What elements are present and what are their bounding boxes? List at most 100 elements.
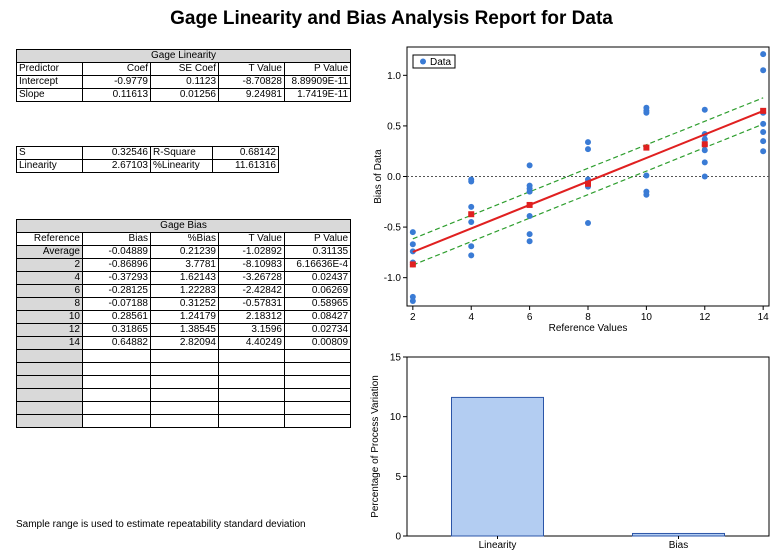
bias-mean-marker (409, 261, 416, 268)
legend-label: Data (430, 57, 452, 68)
data-point (701, 106, 708, 113)
y-tick-label: 10 (390, 412, 402, 423)
data-point (409, 297, 416, 304)
y-tick-label: 5 (395, 472, 401, 483)
data-point (526, 231, 533, 238)
table-cell: 2.67103 (82, 159, 151, 173)
table-cell: 4 (16, 271, 83, 285)
table-row: S 0.32546 R-Square 0.68142 (16, 146, 279, 160)
data-point (585, 139, 591, 146)
empty-row (16, 349, 352, 363)
data-point (526, 188, 533, 195)
data-point (760, 120, 767, 127)
x-tick-label: 4 (468, 312, 474, 323)
data-point (643, 191, 650, 198)
x-tick-label: 14 (758, 312, 770, 323)
x-tick-label: Bias (669, 540, 688, 551)
table-cell: Average (16, 245, 83, 259)
data-point (701, 159, 708, 166)
y-axis-label: Bias of Data (373, 149, 384, 204)
data-point (760, 128, 767, 135)
y-tick-label: 0 (395, 532, 401, 543)
y-axis-label: Percentage of Process Variation (370, 375, 381, 518)
data-point (468, 203, 475, 210)
data-point (526, 238, 533, 245)
data-point (468, 178, 475, 185)
data-point (701, 147, 708, 154)
bias-mean-marker (585, 180, 591, 187)
table-cell: 1.7419E-11 (283, 88, 352, 102)
legend-marker (420, 58, 426, 65)
data-point (468, 252, 475, 259)
bias-mean-marker (526, 201, 533, 208)
bias-mean-marker (643, 144, 650, 151)
table-row: Linearity 2.67103 %Linearity 11.61316 (16, 159, 279, 173)
table-title-row: Gage Bias (15, 219, 352, 233)
table-header-row: Reference Bias %Bias T Value P Value (16, 232, 352, 246)
x-tick-label: 12 (699, 312, 711, 323)
x-tick-label: 6 (527, 312, 533, 323)
bias-mean-marker (701, 141, 708, 148)
table-row: Slope 0.11613 0.01256 9.24981 1.7419E-11 (16, 88, 352, 102)
bar-bias (632, 532, 725, 537)
data-point (468, 219, 475, 226)
data-point (409, 241, 416, 248)
regression-stats-table: S 0.32546 R-Square 0.68142 Linearity 2.67103%… (16, 146, 279, 173)
upper-confidence-line (412, 97, 764, 240)
empty-row (16, 414, 352, 428)
data-point (643, 172, 650, 179)
data-point (468, 243, 475, 250)
table-cell: 0.01256 (150, 88, 219, 102)
data-point (585, 220, 591, 227)
table-title: Gage Bias (15, 219, 352, 233)
table-cell: 8 (16, 297, 83, 311)
table-cell: 0.11613 (82, 88, 151, 102)
data-point (760, 67, 767, 74)
bias-mean-marker (468, 211, 475, 218)
data-point (701, 173, 708, 180)
empty-row (16, 401, 352, 415)
table-cell: 11.61316 (212, 159, 279, 173)
bias-mean-marker (760, 107, 767, 114)
y-tick-label: 1.0 (387, 71, 401, 82)
x-tick-label: 2 (410, 312, 416, 323)
bar-linearity (451, 396, 544, 537)
report-title: Gage Linearity and Bias Analysis Report … (170, 8, 613, 29)
data-point (526, 162, 533, 169)
x-tick-label: Linearity (479, 540, 517, 551)
gage-bias-table: Gage Bias Reference Bias %Bias T Value P Valu… (15, 219, 352, 428)
data-point (526, 212, 533, 219)
table-title: Gage Linearity (15, 49, 352, 63)
footnote: Sample range is used to estimate repeata… (16, 519, 306, 530)
table-row: Average -0.04889 0.21239 -1.02892 0.31135 (16, 245, 352, 259)
legend-box (412, 54, 456, 69)
gage-linearity-table: Gage Linearity Predictor Coef SE Coef T Valu… (15, 49, 352, 102)
table-cell: 0.06269 (283, 284, 352, 298)
y-tick-label: 0.5 (387, 121, 401, 132)
table-cell (16, 414, 83, 428)
table-row: 12 0.31865 1.38545 3.1596 0.02734 (16, 323, 352, 337)
table-cell: 12 (16, 323, 83, 337)
y-tick-label: 15 (390, 353, 402, 364)
table-cell: Slope (16, 88, 83, 102)
y-tick-label: -0.5 (384, 223, 402, 234)
data-point (760, 138, 767, 145)
table-cell: Linearity (16, 159, 83, 173)
table-title-row: Gage Linearity (15, 49, 352, 63)
data-point (760, 51, 767, 58)
table-row: Intercept -0.9779 0.1123 -8.70828 8.89909E-1… (16, 75, 352, 89)
y-tick-label: 0.0 (387, 172, 401, 183)
x-tick-label: 10 (641, 312, 653, 323)
table-cell (283, 414, 352, 428)
y-tick-label: -1.0 (384, 273, 402, 284)
x-tick-label: 8 (585, 312, 591, 323)
data-point (760, 148, 767, 155)
table-row: 4 -0.37293 1.62143 -3.26728 0.02437 (16, 271, 352, 285)
data-point (701, 136, 708, 143)
table-row: 10 0.28561 1.24179 2.18312 0.08427 (16, 310, 352, 324)
data-point (409, 229, 416, 236)
data-point (643, 109, 650, 116)
data-point (585, 146, 591, 153)
x-axis-label: Reference Values (549, 323, 628, 334)
